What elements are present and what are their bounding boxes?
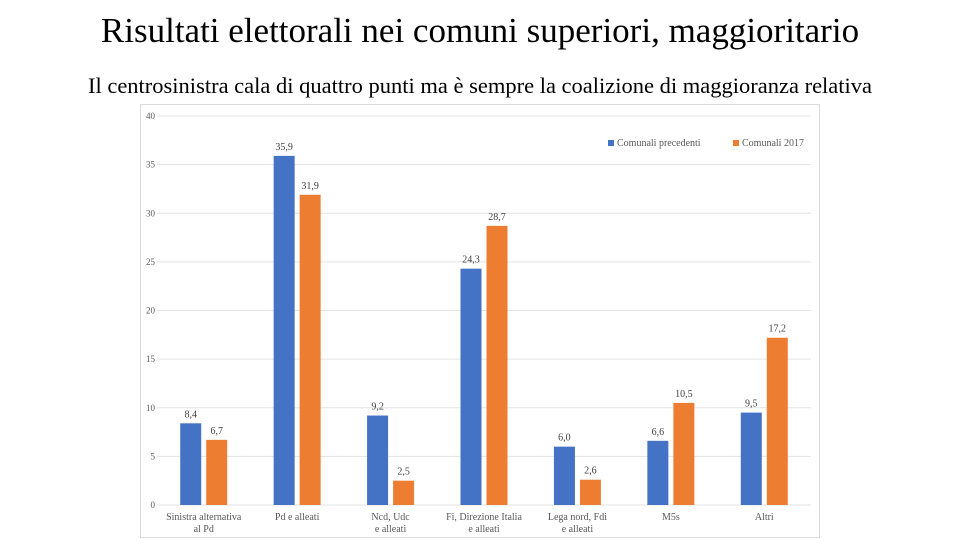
data-label: 2,5 [397,467,410,478]
data-label: 24,3 [462,255,480,266]
x-category-label: M5s [662,512,680,523]
x-category-label: Fi, Direzione Italia [446,512,522,523]
y-tick-label: 10 [146,403,156,413]
bar-series-1 [553,446,575,505]
y-tick-label: 20 [146,306,156,316]
bar-chart: 0 5 10 15 20 25 30 35 40 8,4 6,7 35,9 31,9 9,2 2,5 24,… [140,104,820,538]
x-category-label: Altri [755,512,774,523]
data-label: 31,9 [301,181,319,192]
data-label: 6,7 [210,426,223,437]
x-category-label: Lega nord, Fdi [548,512,607,523]
data-label: 6,0 [558,433,571,444]
data-label: 17,2 [769,324,787,335]
x-category-label: Sinistra alternativa [166,512,242,523]
legend-label-2: Comunali 2017 [742,138,804,149]
y-axis-ticks: 0 5 10 15 20 25 30 35 40 [146,111,156,510]
bar-series-2 [393,480,415,505]
slide-title: Risultati elettorali nei comuni superior… [100,11,860,50]
x-category-label: e alleati [562,524,594,535]
legend-swatch-2 [733,140,739,146]
bar-series-2 [673,402,695,505]
data-labels: 8,4 6,7 35,9 31,9 9,2 2,5 24,3 28,7 6,0 2,6 6,6 10,… [184,142,786,478]
bar-series-1 [367,415,389,505]
bar-series-2 [766,337,788,505]
bar-series-1 [647,440,669,505]
bar-series-2 [206,439,228,505]
y-tick-label: 15 [146,354,156,364]
data-label: 10,5 [675,389,693,400]
x-category-label: e alleati [375,524,407,535]
y-tick-label: 40 [146,111,156,121]
data-label: 8,4 [184,409,197,420]
slide-subtitle: Il centrosinistra cala di quattro punti … [87,73,873,98]
y-tick-label: 25 [146,257,156,267]
data-label: 6,6 [652,427,665,438]
bar-series-1 [460,268,482,505]
y-tick-label: 0 [151,500,156,510]
bar-series-2 [486,225,508,505]
legend-swatch-1 [608,140,614,146]
data-label: 9,2 [371,402,384,413]
data-label: 2,6 [584,466,597,477]
x-category-label: e alleati [468,524,500,535]
data-label: 35,9 [275,142,293,153]
bar-series-2 [299,194,321,505]
bar-series-2 [579,479,601,505]
x-category-label: al Pd [194,524,214,535]
data-label: 28,7 [488,212,506,223]
bar-series-1 [740,412,762,505]
y-tick-label: 30 [146,208,156,218]
bars [180,155,788,505]
bar-series-1 [180,423,202,505]
chart-canvas: 0 5 10 15 20 25 30 35 40 8,4 6,7 35,9 31,9 9,2 2,5 24,… [146,111,811,535]
x-category-label: Pd e alleati [275,512,320,523]
legend-label-1: Comunali precedenti [617,138,701,149]
y-tick-label: 35 [146,160,156,170]
x-category-label: Ncd, Udc [371,512,410,523]
data-label: 9,5 [745,399,758,410]
legend: Comunali precedenti Comunali 2017 [608,138,804,149]
y-tick-label: 5 [151,451,156,461]
gridlines [157,115,811,506]
bar-series-1 [273,155,295,505]
